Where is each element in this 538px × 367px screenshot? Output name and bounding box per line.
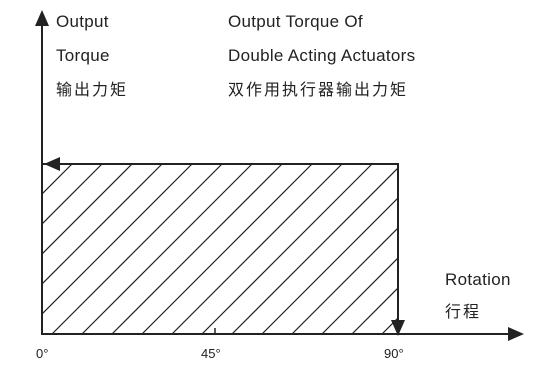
hatch-line (42, 164, 193, 315)
y-axis-label-line3: 输出力矩 (56, 80, 129, 99)
x-tick-45: 45° (201, 346, 221, 361)
hatch-line (351, 287, 398, 334)
torque-region-outline (41, 163, 399, 335)
hatch-line (42, 164, 43, 165)
hatch-line (231, 167, 398, 334)
title-line1: Output Torque Of (228, 12, 363, 31)
y-axis-label-line2: Torque (56, 46, 110, 65)
x-axis-arrow-icon (508, 327, 524, 341)
left-arrow-icon (44, 157, 60, 171)
hatch-line (42, 164, 163, 285)
y-axis-label-line1: Output (56, 12, 109, 31)
x-axis-label-line2: 行程 (445, 302, 482, 321)
down-arrow-icon (391, 320, 405, 336)
hatch-pattern (42, 164, 398, 334)
hatch-line (141, 164, 313, 334)
hatch-line (201, 164, 373, 334)
hatch-line (42, 164, 133, 255)
hatch-line (42, 164, 103, 225)
x-tick-0: 0° (36, 346, 49, 361)
y-axis-arrow-icon (35, 10, 49, 26)
x-axis-label-line1: Rotation (445, 270, 511, 289)
x-tick-90: 90° (384, 346, 404, 361)
hatch-line (261, 197, 398, 334)
title-line3: 双作用执行器输出力矩 (228, 80, 409, 99)
hatch-line (111, 164, 283, 334)
hatch-line (171, 164, 343, 334)
hatch-line (42, 164, 73, 195)
hatch-line (321, 257, 398, 334)
hatch-line (291, 227, 398, 334)
hatch-line (51, 164, 223, 334)
title-line2: Double Acting Actuators (228, 46, 416, 65)
hatch-line (81, 164, 253, 334)
